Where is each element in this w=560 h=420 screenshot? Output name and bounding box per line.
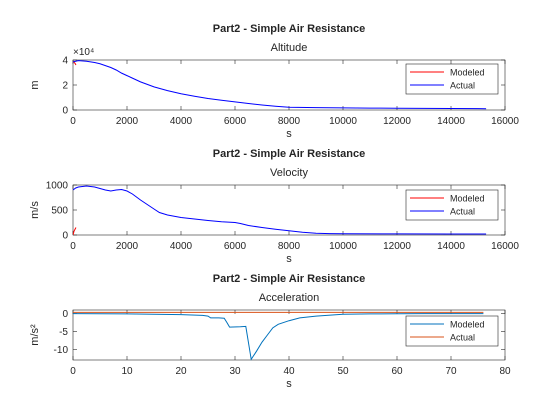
x-tick-label: 80 xyxy=(499,366,511,377)
x-tick-label: 30 xyxy=(229,366,241,377)
chart-title: Part2 - Simple Air Resistance xyxy=(213,23,365,35)
chart-title: Part2 - Simple Air Resistance xyxy=(213,273,365,285)
x-tick-label: 40 xyxy=(283,366,295,377)
legend-label: Actual xyxy=(450,333,475,343)
x-tick-label: 14000 xyxy=(437,241,465,252)
x-tick-label: 16000 xyxy=(491,116,519,127)
legend xyxy=(405,189,499,221)
x-tick-label: 2000 xyxy=(116,241,139,252)
x-tick-label: 20 xyxy=(175,366,187,377)
legend-label: Modeled xyxy=(450,194,485,204)
x-tick-label: 12000 xyxy=(383,241,411,252)
legend xyxy=(405,315,499,347)
series-line-actual xyxy=(73,60,487,110)
x-tick-label: 14000 xyxy=(437,116,465,127)
x-tick-label: 8000 xyxy=(278,116,301,127)
chart-3: Part2 - Simple Air Resistance Acceleratio… xyxy=(29,273,511,390)
y-tick-label: 4 xyxy=(62,56,68,67)
x-tick-label: 4000 xyxy=(170,241,193,252)
x-tick-label: 12000 xyxy=(383,116,411,127)
y-axis-label: m/s² xyxy=(29,324,41,346)
y-tick-label: -5 xyxy=(59,327,68,338)
x-tick-label: 50 xyxy=(337,366,349,377)
x-tick-label: 16000 xyxy=(491,241,519,252)
chart-2: Part2 - Simple Air Resistance Velocity 0 20… xyxy=(29,148,519,265)
x-tick-label: 8000 xyxy=(278,241,301,252)
x-tick-label: 10 xyxy=(121,366,133,377)
y-exponent-label: ×10⁴ xyxy=(73,47,94,58)
legend-label: Actual xyxy=(450,81,475,91)
x-tick-label: 6000 xyxy=(224,241,247,252)
legend-label: Modeled xyxy=(450,68,485,78)
series-line-actual xyxy=(73,185,487,235)
y-axis-label: m xyxy=(29,80,41,89)
chart-subtitle: Acceleration xyxy=(259,292,320,304)
y-tick-label: 500 xyxy=(51,206,68,217)
x-tick-label: 0 xyxy=(70,116,76,127)
y-axis-label: m/s xyxy=(29,201,41,219)
x-tick-label: 60 xyxy=(391,366,403,377)
y-tick-label: -10 xyxy=(54,345,69,356)
x-tick-label: 0 xyxy=(70,241,76,252)
legend-label: Actual xyxy=(450,207,475,217)
series-line-modeled xyxy=(73,313,484,361)
x-axis-label: s xyxy=(286,378,292,390)
legend xyxy=(405,63,499,95)
y-tick-label: 0 xyxy=(62,106,68,117)
x-tick-label: 10000 xyxy=(329,241,357,252)
x-tick-label: 70 xyxy=(445,366,457,377)
chart-title: Part2 - Simple Air Resistance xyxy=(213,148,365,160)
y-tick-label: 1000 xyxy=(46,181,69,192)
x-tick-label: 6000 xyxy=(224,116,247,127)
x-axis-label: s xyxy=(286,128,292,140)
y-tick-label: 0 xyxy=(62,309,68,320)
x-tick-label: 10000 xyxy=(329,116,357,127)
series-line-modeled xyxy=(73,227,77,236)
y-tick-label: 2 xyxy=(62,81,68,92)
x-tick-label: 4000 xyxy=(170,116,193,127)
chart-subtitle: Altitude xyxy=(271,42,308,54)
x-tick-label: 0 xyxy=(70,366,76,377)
chart-subtitle: Velocity xyxy=(270,167,308,179)
y-tick-label: 0 xyxy=(62,231,68,242)
legend-label: Modeled xyxy=(450,320,485,330)
x-tick-label: 2000 xyxy=(116,116,139,127)
x-axis-label: s xyxy=(286,253,292,265)
